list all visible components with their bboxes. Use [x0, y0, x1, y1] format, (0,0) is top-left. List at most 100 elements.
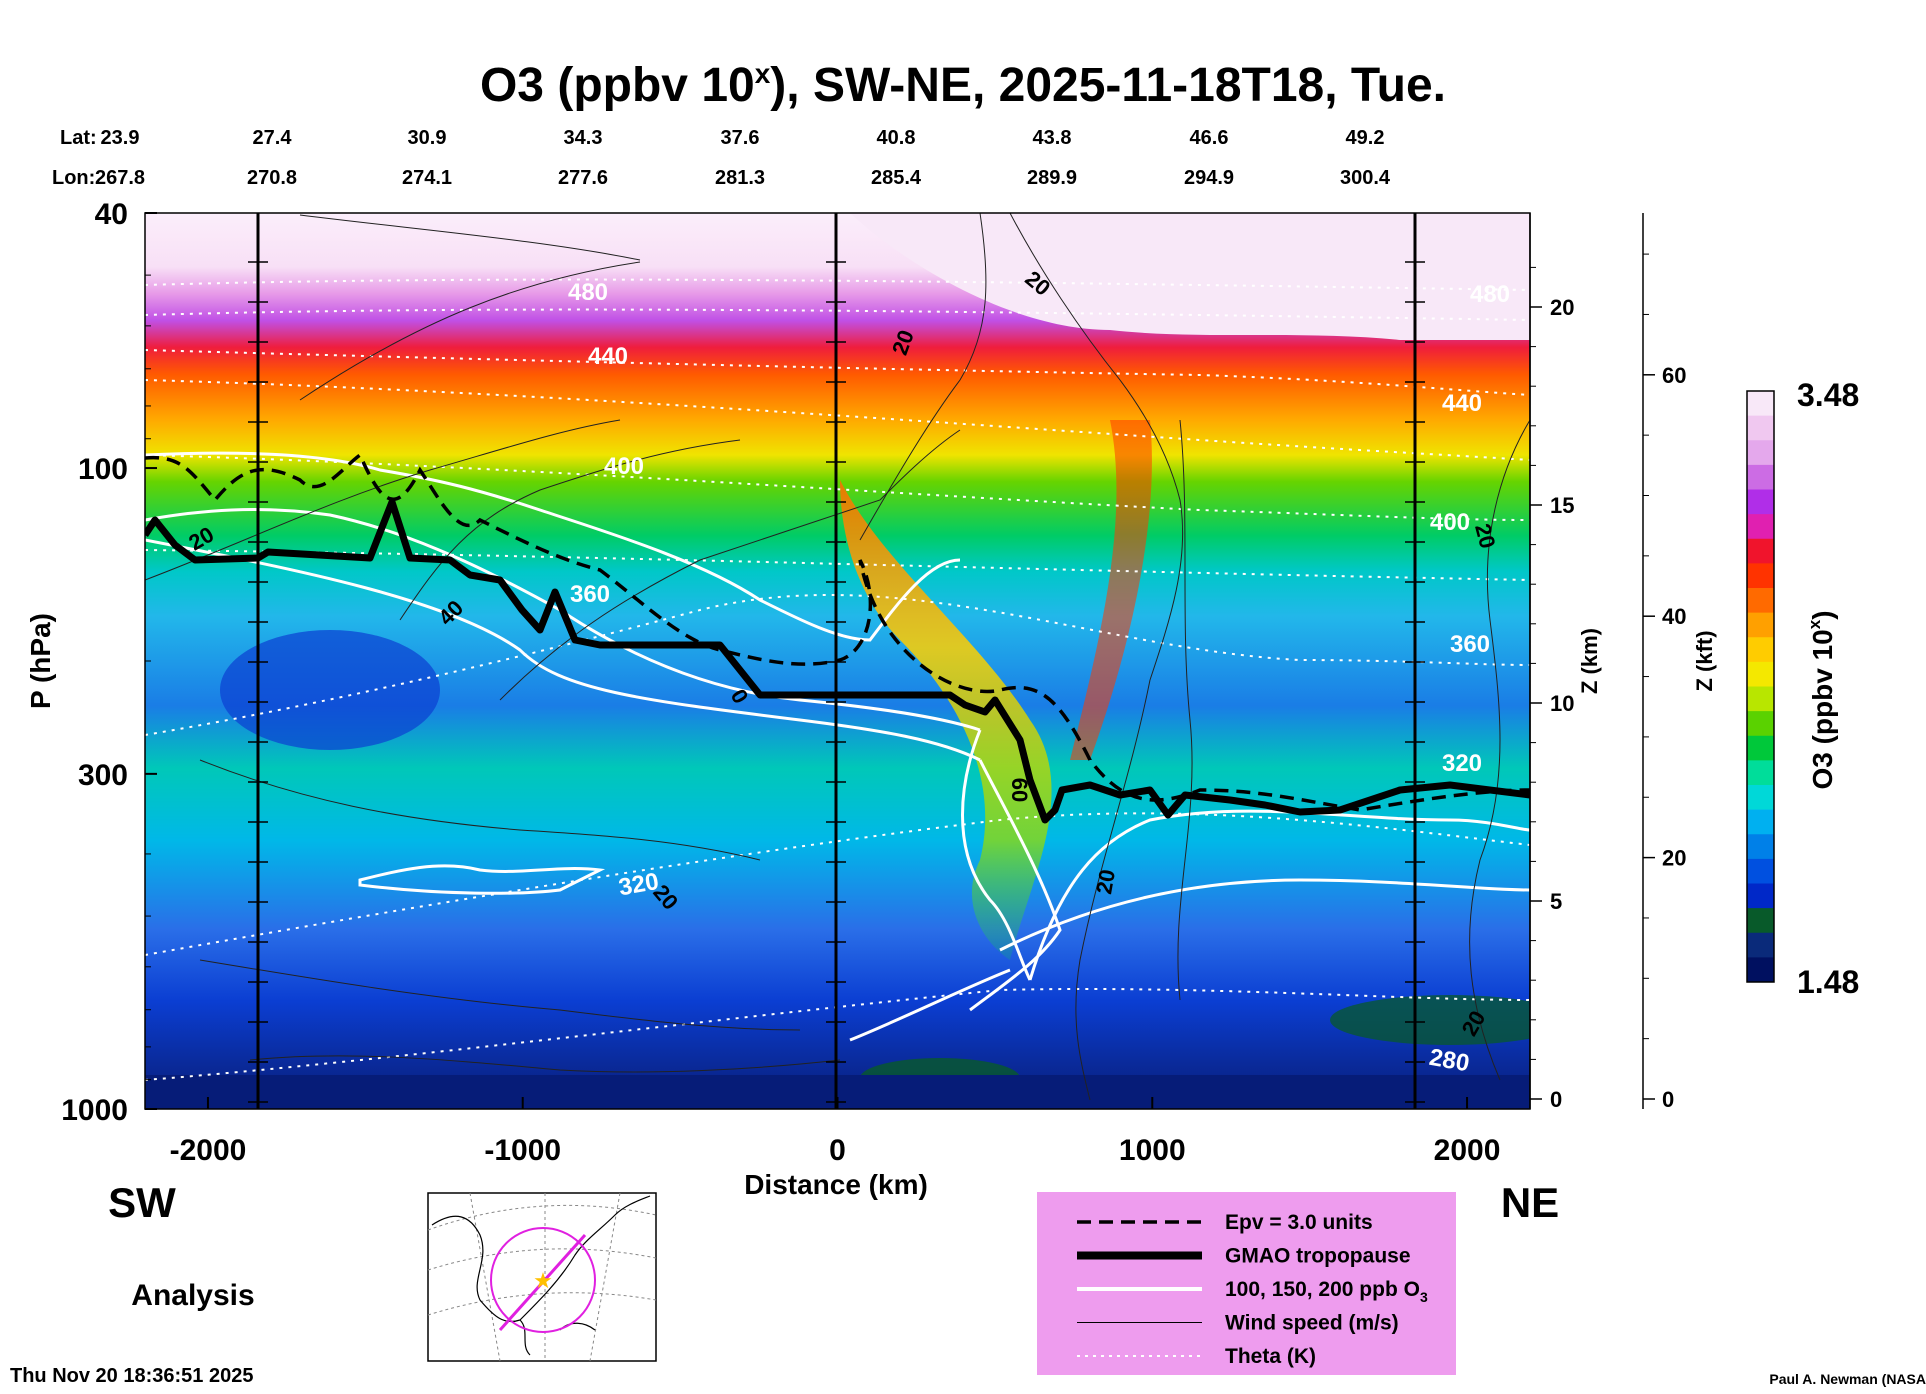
inset-map: ★: [427, 1192, 657, 1362]
theta-contours: [145, 278, 1530, 1081]
theta-contour-label: 360: [1450, 631, 1490, 658]
ozone-contour: [145, 451, 961, 642]
legend-label: Theta (K): [1225, 1345, 1316, 1368]
lon-value: 274.1: [402, 167, 452, 189]
ozone-contour: [358, 864, 606, 895]
colorbar-segment: [1747, 588, 1774, 614]
lon-value: 267.8: [95, 167, 145, 189]
lat-row-label: Lat:: [60, 127, 97, 149]
x-axis-tick-label: 2000: [1434, 1134, 1501, 1167]
wind-speed-contour: [1177, 419, 1193, 1001]
colorbar-segment: [1747, 908, 1774, 934]
z-km-axis-tick-label: 5: [1550, 889, 1562, 914]
pressure-axis-tick-label: 40: [95, 198, 128, 231]
ozone-descent-region: [850, 213, 1530, 340]
z-km-axis-tick-label: 0: [1550, 1087, 1562, 1112]
inset-map-frame: [427, 1192, 657, 1362]
z-kft-axis-tick-label: 40: [1662, 604, 1686, 629]
map-graticule: [427, 1292, 657, 1316]
wind-speed-contour-label: 60: [1007, 778, 1032, 802]
epv-line: [145, 452, 1530, 812]
ne-label: NE: [1501, 1179, 1559, 1226]
theta-contour: [145, 278, 1530, 291]
z-km-axis-tick-label: 10: [1550, 691, 1574, 716]
z-km-axis-tick-label: 20: [1550, 295, 1574, 320]
ozone-fold-core: [1070, 420, 1152, 760]
legend-label: Epv = 3.0 units: [1225, 1211, 1373, 1234]
x-axis-tick-label: -2000: [170, 1134, 247, 1167]
lat-value: 46.6: [1190, 127, 1229, 149]
map-section-track: [498, 1233, 587, 1332]
colorbar-segment: [1747, 464, 1774, 490]
timestamp: Thu Nov 20 18:36:51 2025: [10, 1365, 253, 1387]
map-graticule: [427, 1204, 657, 1231]
x-axis-tick-label: -1000: [484, 1134, 561, 1167]
legend-label: 100, 150, 200 ppb O3: [1225, 1278, 1428, 1305]
lon-value: 300.4: [1340, 167, 1391, 189]
theta-contour-label: 480: [568, 279, 608, 306]
theta-contour-label: 320: [1442, 750, 1482, 777]
colorbar-segment: [1747, 957, 1774, 983]
colorbar-segment: [1747, 391, 1774, 417]
legend-label: Wind speed (m/s): [1225, 1312, 1399, 1335]
lat-value: 37.6: [721, 127, 760, 149]
pressure-axis-tick-label: 100: [78, 453, 128, 486]
wind-speed-contour: [499, 429, 961, 701]
colorbar-segment: [1747, 538, 1774, 564]
lat-value: 43.8: [1033, 127, 1072, 149]
colorbar-segment: [1747, 785, 1774, 811]
theta-contour: [145, 549, 1530, 581]
lon-value: 294.9: [1184, 167, 1234, 189]
ozone-contour: [145, 538, 981, 762]
ozone-contour: [849, 968, 1011, 1042]
x-axis-label: Distance (km): [744, 1169, 928, 1200]
z-kft-axis-tick-label: 20: [1662, 846, 1686, 871]
z-kft-axis: 0 20 40 60: [1642, 213, 1686, 1112]
colorbar-segment: [1747, 809, 1774, 835]
theta-contour-label: 360: [570, 581, 610, 608]
lat-value: 27.4: [253, 127, 293, 149]
lon-value: 289.9: [1027, 167, 1077, 189]
colorbar-frame: [1746, 390, 1775, 983]
z-kft-axis-tick-label: 0: [1662, 1087, 1674, 1112]
legend-label: GMAO tropopause: [1225, 1245, 1411, 1268]
theta-contour-label: 400: [1430, 509, 1470, 536]
wind-speed-contour: [199, 759, 761, 861]
wind-speed-contour: [199, 959, 801, 1031]
lon-value: 285.4: [871, 167, 922, 189]
wind-speed-contour: [1469, 419, 1530, 1081]
lat-value: 49.2: [1346, 127, 1385, 149]
theta-contour: [145, 987, 1530, 1081]
z-km-axis-label: Z (km): [1577, 628, 1602, 694]
colorbar-segment: [1747, 612, 1774, 638]
colorbar-segment: [1747, 637, 1774, 663]
colorbar: [1746, 390, 1775, 983]
colorbar-segment: [1747, 834, 1774, 860]
lon-value: 277.6: [558, 167, 608, 189]
colorbar-segment: [1747, 440, 1774, 466]
colorbar-segment: [1747, 858, 1774, 884]
wind-speed-contour-label: 20: [1091, 867, 1120, 895]
x-axis-tick-label: 0: [829, 1134, 846, 1167]
credit: Paul A. Newman (NASA: [1769, 1371, 1926, 1387]
ozone-contour: [969, 759, 1062, 1012]
theta-contour: [145, 379, 1530, 461]
wind-speed-contours: [145, 213, 1530, 1101]
lat-value: 34.3: [564, 127, 603, 149]
lat-lon-values: 23.9 27.4 30.9 34.3 37.6 40.8 43.8 46.6 49.2 267.…: [95, 127, 1391, 189]
colorbar-max-label: 3.48: [1797, 377, 1859, 413]
theta-contour-label: 400: [604, 453, 644, 480]
colorbar-segment: [1747, 932, 1774, 958]
contour-labels: 4804404003603202804004404803603202020204…: [184, 266, 1510, 1078]
map-graticule: [427, 1248, 657, 1271]
section-marker-ticks: [248, 261, 1425, 1103]
colorbar-segment: [1747, 883, 1774, 909]
legend: Epv = 3.0 units GMAO tropopause 100, 150, …: [1037, 1192, 1456, 1375]
colorbar-title: O3 (ppbv 10x): [1805, 610, 1838, 789]
analysis-label: Analysis: [131, 1279, 254, 1312]
lon-value: 281.3: [715, 167, 765, 189]
wind-speed-contour: [249, 1055, 841, 1073]
colorbar-segment: [1747, 514, 1774, 540]
theta-contour-label: 480: [1470, 281, 1510, 308]
